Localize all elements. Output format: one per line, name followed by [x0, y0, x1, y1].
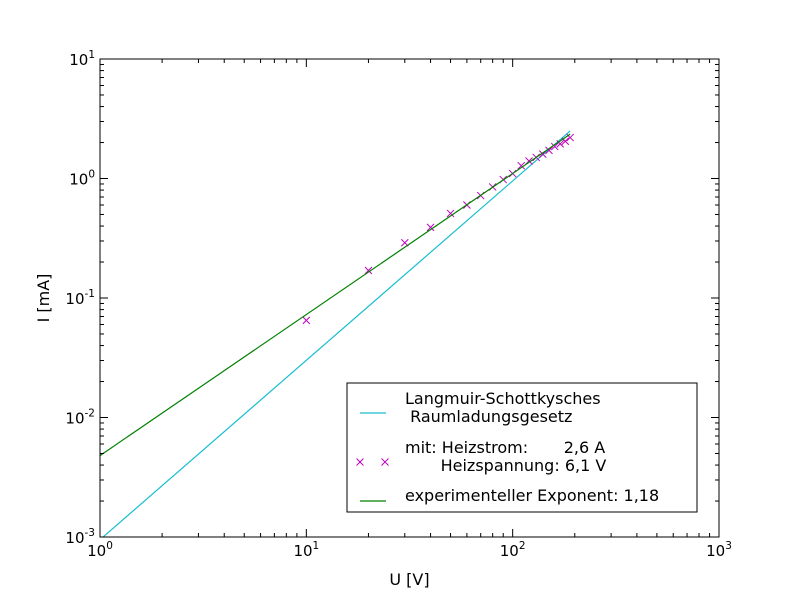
x-tick-exponent: 0: [106, 540, 113, 552]
legend-marker-swatch: [356, 458, 364, 466]
x-tick-exponent: 3: [725, 540, 732, 552]
data-point-stroke-b: [302, 316, 311, 325]
y-tick-label: 10-1: [65, 288, 95, 308]
x-tick-exponent: 2: [519, 540, 526, 552]
y-tick-exponent: -2: [85, 408, 95, 420]
x-tick-label: 100: [87, 540, 113, 560]
y-tick-base: 10: [65, 529, 84, 547]
y-axis-label: I [mA]: [34, 274, 53, 323]
data-point: [550, 142, 559, 151]
data-point: [364, 266, 373, 275]
data-point: [302, 316, 311, 325]
legend-marker-swatch-stroke-b: [381, 458, 389, 466]
y-tick-label: 10-2: [65, 408, 95, 428]
y-tick-base: 10: [65, 290, 84, 308]
data-point-stroke-b: [426, 223, 435, 232]
series-line-2: [100, 133, 571, 457]
y-tick-base: 10: [69, 51, 88, 69]
legend-label-line: Heizspannung: 6,1 V: [405, 456, 606, 475]
x-tick-label: 102: [500, 540, 526, 560]
y-tick-base: 10: [65, 410, 84, 428]
legend-frame: [346, 382, 698, 513]
x-axis-label: U [V]: [389, 570, 429, 589]
legend-label-line: Langmuir-Schottkysches: [405, 389, 601, 408]
x-tick-exponent: 1: [313, 540, 320, 552]
y-tick-exponent: -3: [85, 527, 95, 539]
x-tick-base: 10: [706, 542, 725, 560]
y-tick-label: 10-3: [65, 527, 95, 547]
x-tick-base: 10: [500, 542, 519, 560]
tick-layer: [99, 58, 720, 538]
data-point-stroke-b: [517, 161, 526, 170]
legend-marker-swatch-stroke-b: [356, 458, 364, 466]
legend: Langmuir-Schottkysches Raumladungsgesetz…: [346, 382, 698, 513]
legend-marker-swatch: [381, 458, 389, 466]
x-tick-base: 10: [293, 542, 312, 560]
data-point-stroke-b: [561, 137, 570, 146]
y-tick-label: 101: [69, 49, 95, 69]
data-point-stroke-b: [364, 266, 373, 275]
y-tick-exponent: 0: [88, 169, 95, 181]
y-tick-exponent: 1: [88, 49, 95, 61]
data-point: [517, 161, 526, 170]
x-tick-label: 101: [293, 540, 319, 560]
y-tick-label: 100: [69, 169, 95, 189]
data-point-stroke-b: [566, 133, 575, 142]
legend-label-line: mit: Heizstrom: 2,6 A: [405, 438, 605, 457]
series-layer: [100, 130, 575, 537]
data-point-stroke-b: [446, 209, 455, 218]
data-point-stroke-b: [550, 142, 559, 151]
data-point: [556, 139, 565, 148]
data-point: [426, 223, 435, 232]
legend-label-line: experimenteller Exponent: 1,18: [405, 486, 659, 505]
x-tick-label: 103: [706, 540, 732, 560]
data-point: [545, 146, 553, 155]
y-tick-base: 10: [69, 171, 88, 189]
x-tick-base: 10: [87, 542, 106, 560]
y-tick-exponent: -1: [85, 288, 95, 300]
data-point-stroke-b: [400, 238, 409, 247]
data-point-stroke-b: [545, 146, 553, 155]
data-point: [446, 209, 455, 218]
data-point-stroke-b: [556, 139, 565, 148]
series-line-0: [102, 130, 571, 537]
legend-label-line: Raumladungsgesetz: [405, 407, 572, 426]
legend-items: Langmuir-Schottkysches Raumladungsgesetz…: [356, 389, 659, 505]
